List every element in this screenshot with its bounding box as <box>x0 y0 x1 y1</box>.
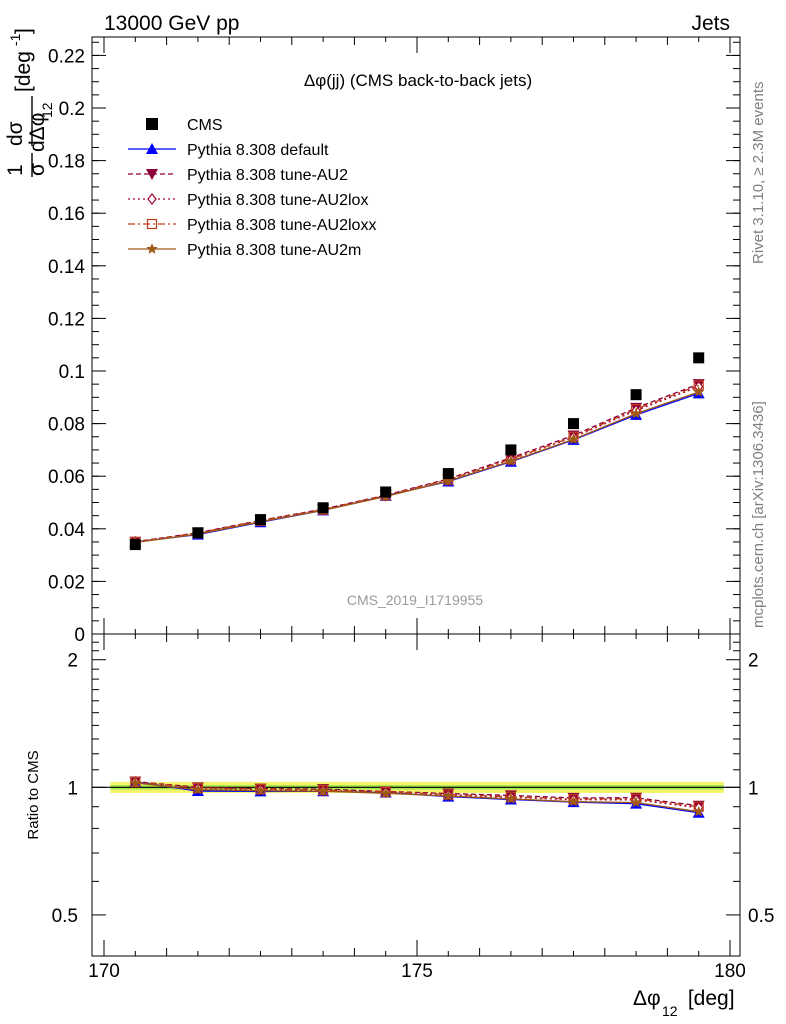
chart-title: Δφ(jj) (CMS back-to-back jets) <box>304 71 532 90</box>
svg-text:dΔφ: dΔφ <box>26 113 49 152</box>
series-line <box>135 391 699 544</box>
svg-text:dσ: dσ <box>4 121 27 146</box>
legend-label: Pythia 8.308 tune-AU2lox <box>187 192 368 209</box>
marker-diamond <box>147 193 157 205</box>
data-point <box>255 514 266 526</box>
legend-label: Pythia 8.308 tune-AU2m <box>187 242 361 259</box>
series-line <box>135 386 699 543</box>
y-tick-label: 0.18 <box>48 152 85 173</box>
marker-star <box>254 784 267 796</box>
y-tick-label: 0.16 <box>48 204 85 225</box>
marker-star <box>380 787 392 799</box>
x-tick-label: 170 <box>88 961 120 982</box>
marker-star <box>505 792 517 804</box>
ratio-tick-label-right: 1 <box>748 778 759 799</box>
y-tick-label: 0 <box>74 625 85 646</box>
data-point <box>505 444 517 456</box>
svg-text:σ: σ <box>26 163 49 176</box>
rivet-label: Rivet 3.1.10, ≥ 2.3M events <box>750 82 767 265</box>
ratio-tick-label: 1 <box>67 778 78 799</box>
energy-label: 13000 GeV pp <box>104 12 239 35</box>
x-tick-label: 175 <box>401 961 433 982</box>
ratio-series-line <box>135 782 699 813</box>
y-tick-label: 0.22 <box>48 46 85 67</box>
series-line <box>135 384 699 543</box>
ratio-band-layer <box>92 781 740 793</box>
data-series-cms <box>129 352 705 551</box>
svg-text:1: 1 <box>4 164 27 176</box>
svg-text:-1: -1 <box>7 33 23 46</box>
marker-triangle-down <box>146 169 158 180</box>
data-point <box>630 389 642 401</box>
y-tick-label: 0.12 <box>48 309 85 330</box>
marker-star <box>567 433 580 445</box>
y-tick-label: 0.06 <box>48 467 85 488</box>
y-tick-label: 0.1 <box>59 362 85 383</box>
mcplots-label: mcplots.cern.ch [arXiv:1306.3436] <box>750 401 767 628</box>
x-tick-label: 180 <box>714 961 746 982</box>
svg-text:[deg]: [deg] <box>682 987 735 1010</box>
y-tick-label: 0.14 <box>48 257 85 278</box>
y-tick-label: 0.04 <box>48 520 85 541</box>
legend-label: Pythia 8.308 tune-AU2 <box>187 167 348 184</box>
ratio-series-line <box>135 780 699 807</box>
svg-text:12: 12 <box>662 1003 678 1019</box>
main-y-axis-label: 1 σ dσ dΔφ 12 [deg -1 ] <box>4 28 55 177</box>
x-axis-label: Δφ 12 [deg] <box>633 987 735 1019</box>
svg-text:12: 12 <box>39 102 55 118</box>
legend-label: Pythia 8.308 default <box>187 142 329 159</box>
marker-star <box>567 795 580 807</box>
ratio-tick-label: 0.5 <box>52 906 78 927</box>
marker-star <box>192 783 204 795</box>
svg-text:Δφ: Δφ <box>633 987 661 1010</box>
data-point <box>380 486 392 498</box>
ratio-y-label: Ratio to CMS <box>25 750 42 839</box>
axes-layer: 0 0.02 0.04 0.06 0.08 0.1 0.12 0.14 0.16 0.18 0.2 0… <box>48 37 774 982</box>
series-line <box>135 383 699 543</box>
marker-star <box>505 455 517 467</box>
data-point <box>192 527 204 539</box>
ratio-tick-label-right: 0.5 <box>748 906 774 927</box>
series-layer <box>129 352 705 818</box>
data-point <box>693 352 705 364</box>
legend-marker-cms <box>146 118 158 130</box>
data-point <box>317 502 329 514</box>
ratio-series-line <box>135 781 699 808</box>
marker-star <box>146 243 158 254</box>
data-point <box>568 418 579 430</box>
marker-star <box>693 386 705 397</box>
legend-label-cms: CMS <box>187 117 223 134</box>
y-tick-label: 0.08 <box>48 415 85 436</box>
analysis-id: CMS_2019_I1719955 <box>347 592 483 608</box>
data-point <box>442 468 454 480</box>
marker-star <box>317 785 329 797</box>
series-line <box>135 392 699 543</box>
marker-star <box>630 407 642 419</box>
marker-star <box>630 796 642 808</box>
marker-star <box>442 790 454 801</box>
y-tick-label: 0.02 <box>48 572 85 593</box>
legend-label: Pythia 8.308 tune-AU2loxx <box>187 217 376 234</box>
ratio-tick-label-right: 2 <box>748 651 759 672</box>
ratio-tick-label: 2 <box>67 651 78 672</box>
ratio-panel-frame <box>91 633 741 957</box>
legend: CMS Pythia 8.308 default Pythia 8.308 tune… <box>128 117 376 259</box>
marker-square-open <box>146 218 158 230</box>
marker-star <box>693 805 705 817</box>
marker-star <box>442 474 454 486</box>
ratio-series-line <box>135 781 699 809</box>
y-tick-label: 0.2 <box>59 99 85 120</box>
marker-star <box>129 777 141 788</box>
process-label: Jets <box>691 12 730 35</box>
data-point <box>129 539 141 551</box>
marker-triangle-up <box>146 143 158 154</box>
svg-text:[deg: [deg <box>12 51 35 92</box>
svg-text:]: ] <box>12 28 35 34</box>
